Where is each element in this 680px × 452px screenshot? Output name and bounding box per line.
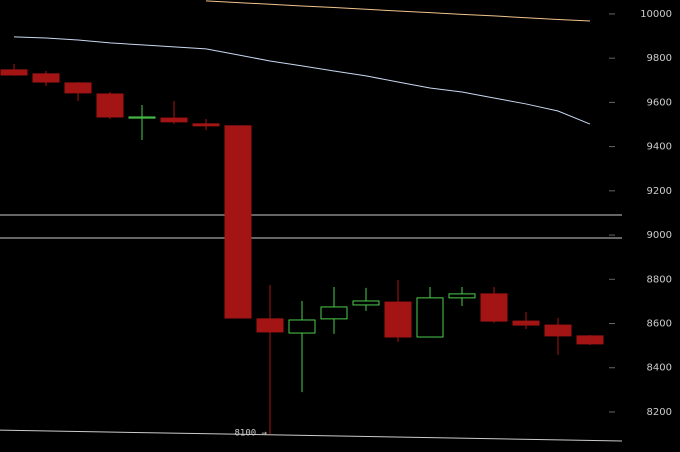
y-tick-label: 10000 xyxy=(640,9,672,20)
candle-body xyxy=(224,125,252,319)
candle-body xyxy=(160,117,188,123)
y-tick-label: 9600 xyxy=(647,97,672,108)
moving-average xyxy=(205,0,591,22)
candle-body xyxy=(64,82,92,94)
candle-body xyxy=(448,293,476,299)
candle-body xyxy=(128,116,156,119)
y-tick-label: 9200 xyxy=(647,186,672,197)
candle-body xyxy=(352,300,380,306)
moving-average xyxy=(13,36,591,125)
y-tick-label: 8600 xyxy=(647,319,672,330)
y-tick-label: 8200 xyxy=(647,407,672,418)
candle-body xyxy=(96,93,124,118)
y-tick-label: 8800 xyxy=(647,274,672,285)
candle-body xyxy=(288,319,316,334)
annotation: 8100 → xyxy=(234,429,267,439)
y-tick-label: 9000 xyxy=(647,230,672,241)
candle-body xyxy=(32,73,60,83)
y-tick-label: 9800 xyxy=(647,53,672,64)
y-tick-label: 9400 xyxy=(647,142,672,153)
candle-body xyxy=(256,318,284,333)
candle-body xyxy=(512,320,540,326)
trend-line xyxy=(0,429,623,442)
candle-body xyxy=(0,69,28,76)
candle-body xyxy=(544,324,572,337)
candle-body xyxy=(384,301,412,338)
candle-body xyxy=(480,293,508,322)
candle-body xyxy=(320,306,348,320)
candle-body xyxy=(416,297,444,338)
candle-body xyxy=(576,335,604,345)
candle-body xyxy=(192,123,220,127)
y-tick-label: 8400 xyxy=(647,363,672,374)
